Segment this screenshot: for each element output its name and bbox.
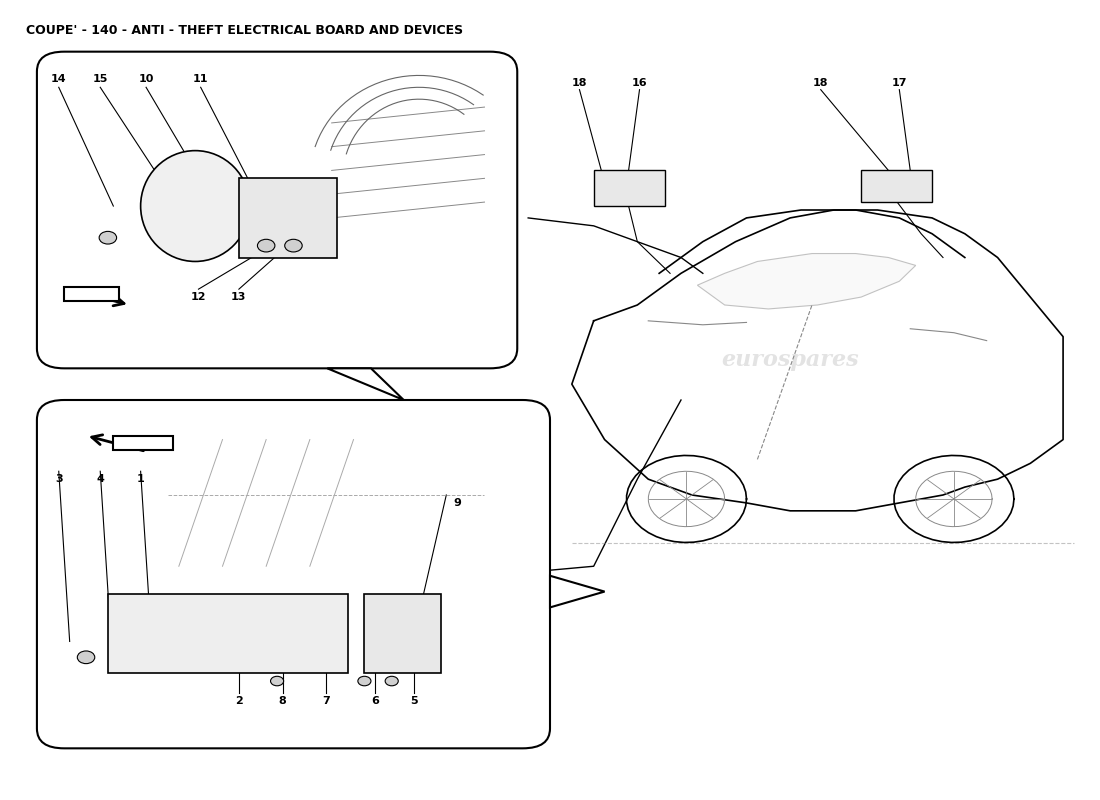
- Text: 14: 14: [51, 74, 67, 84]
- Text: eurospares: eurospares: [176, 215, 314, 237]
- Text: eurospares: eurospares: [722, 350, 859, 371]
- Text: 1: 1: [136, 474, 144, 484]
- Text: 4: 4: [97, 474, 104, 484]
- Text: 16: 16: [631, 78, 647, 88]
- Circle shape: [99, 231, 117, 244]
- FancyBboxPatch shape: [37, 400, 550, 748]
- Polygon shape: [550, 576, 605, 607]
- Text: 15: 15: [92, 74, 108, 84]
- Text: 12: 12: [190, 292, 206, 302]
- Ellipse shape: [141, 150, 250, 262]
- Text: 17: 17: [892, 78, 907, 88]
- FancyBboxPatch shape: [108, 594, 348, 673]
- FancyBboxPatch shape: [239, 178, 337, 258]
- FancyBboxPatch shape: [113, 436, 174, 450]
- Text: eurospares: eurospares: [176, 571, 314, 593]
- Polygon shape: [697, 254, 915, 309]
- FancyBboxPatch shape: [594, 170, 664, 206]
- Polygon shape: [328, 368, 404, 400]
- Text: 18: 18: [572, 78, 587, 88]
- Circle shape: [271, 676, 284, 686]
- Circle shape: [257, 239, 275, 252]
- Text: 18: 18: [813, 78, 828, 88]
- FancyBboxPatch shape: [861, 170, 932, 202]
- Circle shape: [385, 676, 398, 686]
- Text: 10: 10: [139, 74, 154, 84]
- FancyBboxPatch shape: [37, 52, 517, 368]
- Circle shape: [285, 239, 303, 252]
- Text: 11: 11: [192, 74, 208, 84]
- Text: 9: 9: [453, 498, 461, 508]
- FancyBboxPatch shape: [64, 286, 119, 301]
- Text: 2: 2: [235, 696, 243, 706]
- Text: COUPE' - 140 - ANTI - THEFT ELECTRICAL BOARD AND DEVICES: COUPE' - 140 - ANTI - THEFT ELECTRICAL B…: [26, 24, 463, 37]
- Text: 7: 7: [322, 696, 330, 706]
- Text: 13: 13: [231, 292, 246, 302]
- Text: 6: 6: [372, 696, 379, 706]
- Text: 5: 5: [409, 696, 417, 706]
- FancyBboxPatch shape: [364, 594, 441, 673]
- Text: 8: 8: [278, 696, 286, 706]
- Text: 3: 3: [55, 474, 63, 484]
- Circle shape: [358, 676, 371, 686]
- Circle shape: [77, 651, 95, 664]
